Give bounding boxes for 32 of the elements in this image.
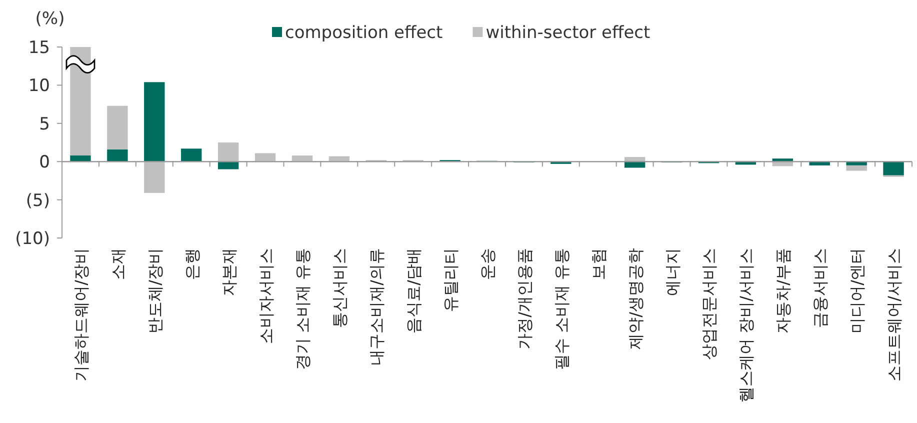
x-tick-label: 소비자서비스 [256, 248, 276, 344]
x-tick-label: 소재 [108, 248, 128, 280]
x-tick-label: 미디어/엔터 [848, 248, 867, 334]
y-tick-label: 15 [28, 38, 50, 58]
x-tick-label: 자본재 [219, 248, 238, 296]
y-tick-label: 10 [28, 76, 50, 96]
x-tick-label: 에너지 [662, 248, 682, 296]
legend-label: within-sector effect [486, 23, 650, 43]
x-tick-label: 제약/생명공학 [626, 248, 645, 350]
x-tick-label: 경기 소비재 유통 [293, 248, 312, 370]
y-tick-label: 5 [39, 114, 50, 134]
y-tick-label: 0 [39, 152, 50, 173]
x-tick-label: 은행 [182, 248, 202, 280]
x-tick-label: 통신서비스 [330, 248, 350, 328]
x-tick-label: 반도체/장비 [145, 248, 164, 334]
y-axis-title: (%) [35, 9, 65, 29]
x-tick-label: 유틸리티 [441, 248, 460, 312]
x-tick-label: 보험 [588, 248, 608, 280]
x-tick-label: 음식료/담배 [404, 248, 424, 334]
x-tick-label: 금융서비스 [810, 248, 830, 328]
x-tick-label: 소프트웨어/서비스 [884, 248, 904, 382]
legend-label: composition effect [285, 23, 444, 43]
x-tick-label: 운송 [478, 248, 497, 280]
x-tick-label: 가정/개인용품 [514, 248, 534, 350]
x-tick-label: 기술하드웨어/장비 [71, 248, 90, 382]
y-tick-label: (5) [26, 190, 50, 211]
x-tick-label: 헬스케어 장비/서비스 [736, 248, 756, 402]
x-tick-label: 내구소비재/의류 [367, 248, 386, 366]
x-tick-label: 상업전문서비스 [700, 248, 719, 360]
y-tick-label: (10) [15, 229, 50, 249]
x-tick-label: 필수 소비재 유통 [552, 248, 571, 370]
x-tick-label: 자동차/부품 [774, 248, 793, 334]
